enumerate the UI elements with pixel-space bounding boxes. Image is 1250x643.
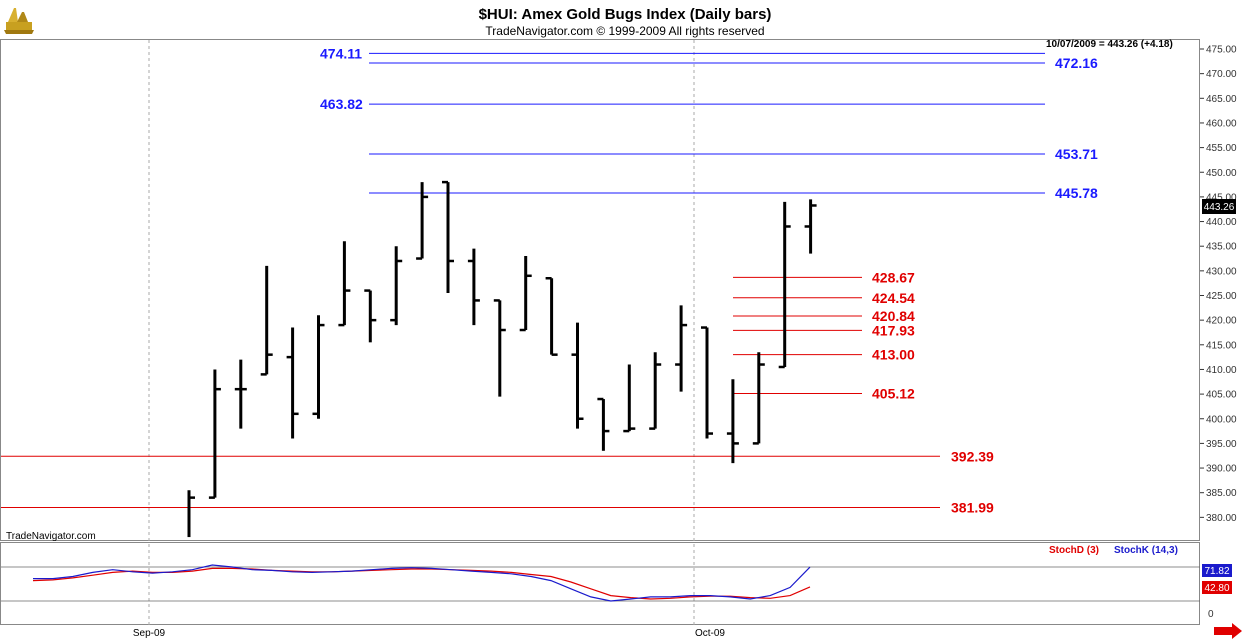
ohlc-bar	[804, 199, 817, 254]
x-label-oct: Oct-09	[695, 628, 725, 639]
y-tick-label: 405.00	[1206, 390, 1237, 401]
tradenavigator-logo-icon	[4, 8, 34, 34]
ohlc-bar	[493, 299, 506, 397]
y-tick-label: 475.00	[1206, 45, 1237, 56]
ohlc-bar	[726, 379, 739, 464]
stoch-k-tag	[1202, 564, 1232, 577]
red-level-label: 392.39	[951, 448, 994, 464]
blue-level-label: 445.78	[1055, 185, 1098, 201]
chart-title: $HUI: Amex Gold Bugs Index (Daily bars)	[479, 6, 772, 23]
ohlc-bar	[571, 322, 584, 429]
y-tick-label: 430.00	[1206, 266, 1237, 277]
price-axis-ticks: 475.00 470.00 465.00 460.00 455.00 450.00 445.…	[1200, 45, 1237, 524]
y-tick-label: 410.00	[1206, 365, 1237, 376]
price-axis	[1200, 39, 1250, 625]
red-level-label: 381.99	[951, 500, 994, 516]
ohlc-bar	[545, 276, 558, 356]
last-price-label: 443.26	[1204, 202, 1235, 213]
stochastic-lines	[32, 564, 811, 602]
ohlc-bar	[752, 352, 765, 445]
price-panel	[0, 39, 1200, 541]
y-tick-label: 450.00	[1206, 168, 1237, 179]
ohlc-bar	[208, 369, 221, 499]
y-tick-label: 420.00	[1206, 316, 1237, 327]
red-level-label: 420.84	[872, 308, 915, 324]
ohlc-bar	[390, 246, 403, 326]
last-price-tag	[1202, 199, 1236, 214]
x-label-sep: Sep-09	[133, 628, 166, 639]
ohlc-bar	[675, 305, 688, 392]
y-tick-label: 465.00	[1206, 94, 1237, 105]
ohlc-bar	[187, 490, 195, 538]
red-level-label: 413.00	[872, 347, 915, 363]
y-tick-label: 460.00	[1206, 118, 1237, 129]
price-readout: 10/07/2009 = 443.26 (+4.18)	[1046, 39, 1173, 50]
stoch-k-line	[33, 564, 811, 602]
stochastic-panel	[0, 542, 1200, 625]
stoch-d-value: 42.80	[1204, 583, 1229, 594]
y-tick-label: 390.00	[1206, 464, 1237, 475]
ohlc-bar	[623, 364, 636, 433]
scroll-right-arrow-icon[interactable]	[1214, 623, 1242, 639]
ohlc-bar	[701, 326, 713, 439]
ohlc-bar	[467, 248, 480, 326]
stoch-d-tag	[1202, 581, 1232, 594]
stoch-d-legend: StochD (3)	[1049, 545, 1099, 556]
ohlc-bar	[519, 256, 532, 332]
y-tick-label: 385.00	[1206, 488, 1237, 499]
ohlc-bar	[649, 352, 662, 430]
date-axis	[0, 625, 1250, 643]
ohlc-bars	[187, 180, 817, 538]
y-tick-label: 435.00	[1206, 242, 1237, 253]
y-tick-label: 440.00	[1206, 217, 1237, 228]
y-tick-label: 380.00	[1206, 513, 1237, 524]
y-tick-label: 455.00	[1206, 143, 1237, 154]
red-level-label: 424.54	[872, 290, 915, 306]
y-tick-label: 470.00	[1206, 69, 1237, 80]
red-level-label: 405.12	[872, 386, 915, 402]
y-tick-label: 400.00	[1206, 414, 1237, 425]
y-tick-label: 425.00	[1206, 291, 1237, 302]
stoch-zero-label: 0	[1208, 609, 1214, 620]
chart-subtitle: TradeNavigator.com © 1999-2009 All right…	[485, 24, 764, 38]
ohlc-bar	[312, 315, 325, 419]
blue-level-label: 472.16	[1055, 55, 1098, 71]
y-tick-label: 445.00	[1206, 192, 1237, 203]
blue-level-label: 463.82	[320, 96, 363, 112]
ohlc-bar	[778, 201, 791, 369]
blue-level-label: 474.11	[320, 45, 362, 61]
ohlc-bar	[260, 265, 273, 376]
fib-levels: 474.11 472.16 463.82 453.71 445.78 428.67 424.…	[1, 45, 1098, 516]
ohlc-bar	[338, 241, 351, 327]
blue-level-label: 453.71	[1055, 146, 1098, 162]
red-level-label: 428.67	[872, 269, 915, 285]
stoch-k-value: 71.82	[1204, 566, 1229, 577]
ohlc-bar	[364, 289, 377, 343]
watermark: TradeNavigator.com	[6, 531, 96, 542]
ohlc-bar	[286, 327, 299, 439]
ohlc-bar	[442, 180, 454, 294]
y-tick-label: 395.00	[1206, 439, 1237, 450]
ohlc-bar	[234, 359, 247, 429]
stoch-k-legend: StochK (14,3)	[1114, 545, 1178, 556]
y-tick-label: 415.00	[1206, 340, 1237, 351]
ohlc-bar	[597, 397, 610, 451]
ohlc-bar	[416, 182, 429, 260]
red-level-label: 417.93	[872, 322, 915, 338]
